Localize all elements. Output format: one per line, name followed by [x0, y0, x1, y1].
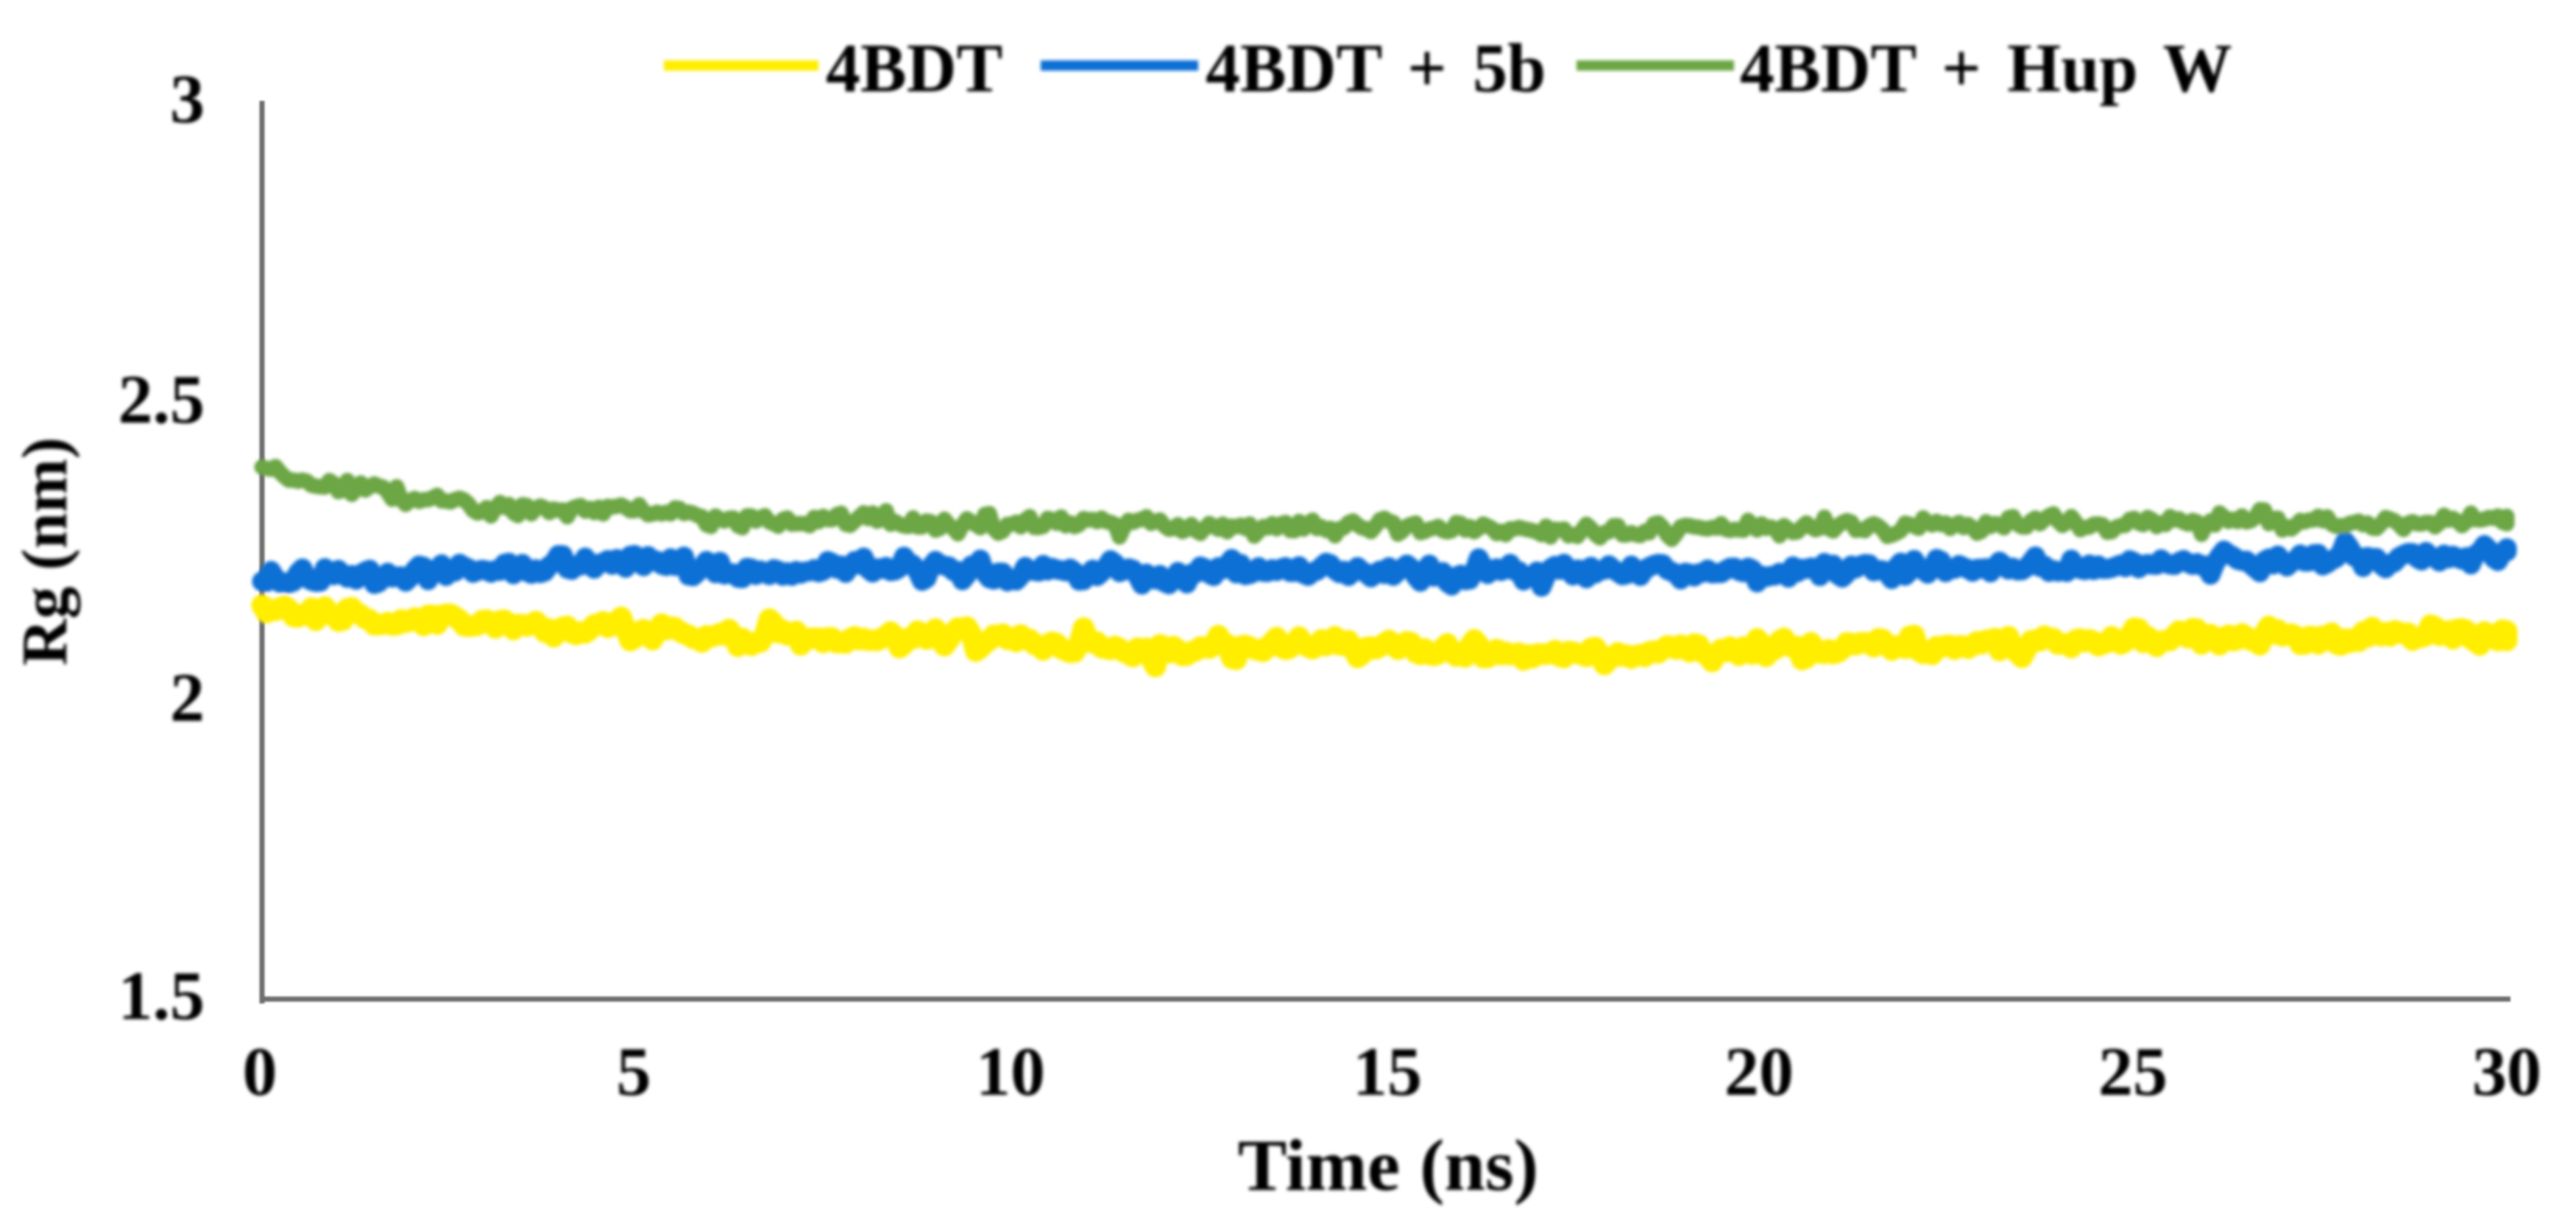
svg-text:1.5: 1.5 — [118, 958, 205, 1034]
svg-text:4BDT + 5b: 4BDT + 5b — [1206, 30, 1546, 107]
svg-text:25: 25 — [2098, 1034, 2168, 1110]
svg-text:2.5: 2.5 — [118, 361, 205, 438]
svg-text:0: 0 — [243, 1034, 277, 1110]
svg-text:20: 20 — [1724, 1034, 1794, 1110]
svg-text:4BDT: 4BDT — [826, 30, 1002, 107]
svg-text:30: 30 — [2472, 1034, 2541, 1110]
svg-text:4BDT + Hup W: 4BDT + Hup W — [1740, 30, 2232, 107]
svg-text:Time (ns): Time (ns) — [1238, 1124, 1539, 1206]
svg-text:10: 10 — [976, 1034, 1045, 1110]
svg-text:5: 5 — [617, 1034, 651, 1110]
svg-text:2: 2 — [170, 660, 205, 736]
svg-text:15: 15 — [1353, 1034, 1422, 1110]
svg-text:Rg (nm): Rg (nm) — [10, 437, 81, 666]
svg-text:3: 3 — [170, 61, 205, 138]
